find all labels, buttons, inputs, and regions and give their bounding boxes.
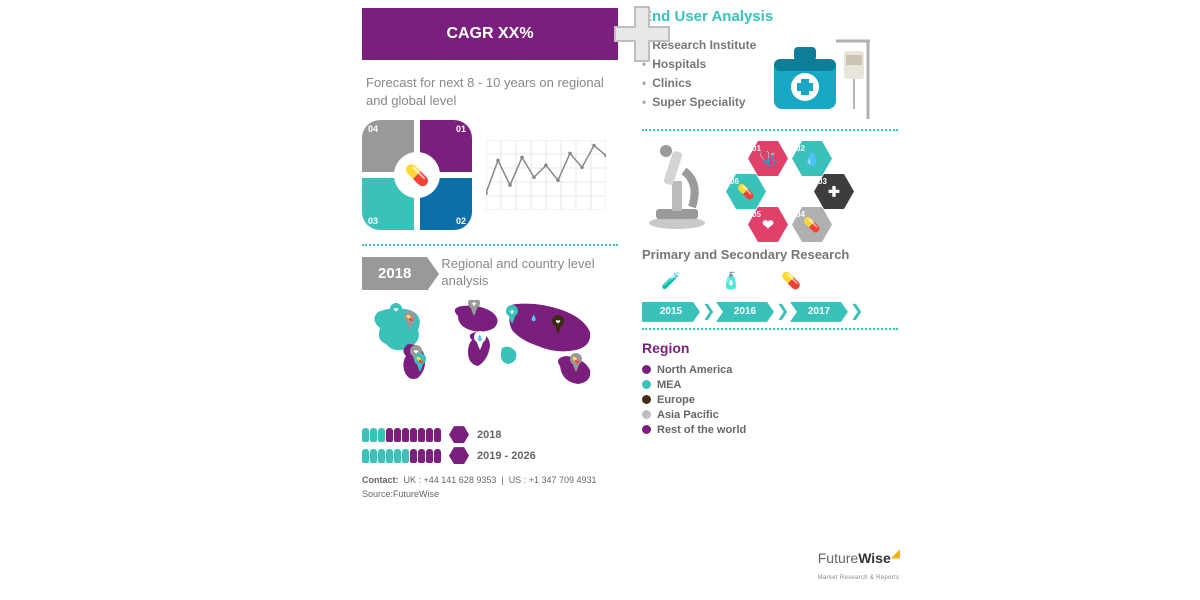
timeline-arrows: 2015❯2016❯2017❯ (642, 302, 898, 322)
region-item: Asia Pacific (642, 409, 898, 421)
hex-node: 04💊 (792, 207, 832, 242)
year-badge: 2018 (362, 257, 427, 290)
timeline-icons: 🧪🧴💊 (642, 272, 898, 298)
sparkline-chart (486, 140, 606, 210)
hex-node: 06💊 (726, 174, 766, 209)
segment-square: 04 01 02 03 💊 (362, 120, 472, 230)
divider (362, 244, 618, 246)
plus-icon (610, 2, 674, 66)
svg-text:💊: 💊 (416, 356, 424, 364)
region-item: Rest of the world (642, 424, 898, 436)
region-title: Region (642, 340, 898, 356)
region-item: North America (642, 364, 898, 376)
divider (642, 129, 898, 131)
contact-info: Contact: UK : +44 141 628 9353 | US : +1… (362, 474, 618, 501)
forecast-text: Forecast for next 8 - 10 years on region… (366, 74, 614, 110)
divider (642, 328, 898, 330)
people-row: 2019 - 2026 (362, 447, 618, 464)
list-item: Clinics (642, 76, 756, 90)
cagr-label: CAGR XX% (446, 25, 533, 43)
hex-node: 05❤ (748, 207, 788, 242)
timeline-year: 2017 (790, 302, 848, 322)
svg-text:💊: 💊 (406, 314, 414, 322)
hex-cluster: 01🩺02💧03✚04💊05❤06💊 (718, 141, 868, 241)
futurewise-logo: FutureWise◢ Market Research & Reports (818, 550, 900, 582)
svg-text:💧: 💧 (530, 314, 537, 322)
timeline-year: 2015 (642, 302, 700, 322)
svg-text:❤: ❤ (555, 320, 560, 326)
hex-node: 02💧 (792, 141, 832, 176)
list-item: Super Speciality (642, 95, 756, 109)
svg-text:✚: ✚ (471, 301, 476, 308)
region-item: MEA (642, 379, 898, 391)
hex-node: 01🩺 (748, 141, 788, 176)
people-row: 2018 (362, 426, 618, 443)
world-map: ❤💊❤💊✚💧✚💧❤💊 (362, 300, 612, 420)
microscope-icon (642, 141, 712, 231)
svg-text:💧: 💧 (476, 334, 483, 342)
svg-text:✚: ✚ (509, 309, 514, 316)
region-item: Europe (642, 394, 898, 406)
hex-node: 03✚ (814, 174, 854, 209)
cagr-banner: CAGR XX% (362, 8, 618, 60)
year-text: Regional and country level analysis (441, 256, 618, 290)
svg-text:💊: 💊 (572, 356, 580, 364)
end-user-title: End User Analysis (642, 8, 898, 25)
research-title: Primary and Secondary Research (642, 247, 898, 264)
medkit-graphic (766, 33, 876, 123)
svg-text:❤: ❤ (393, 308, 398, 314)
timeline-year: 2016 (716, 302, 774, 322)
region-list: North America MEA Europe Asia Pacific Rest o… (642, 364, 898, 436)
